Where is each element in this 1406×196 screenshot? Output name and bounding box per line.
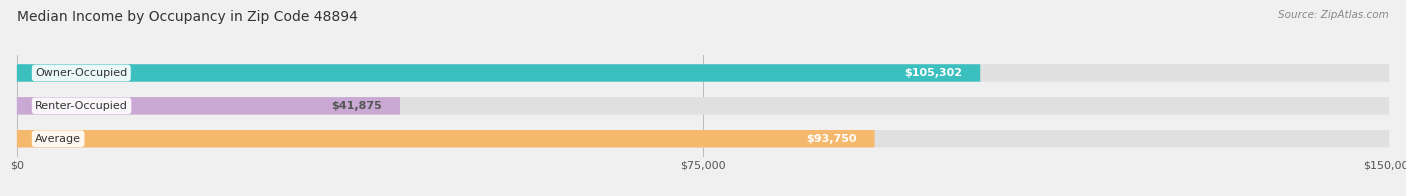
FancyBboxPatch shape xyxy=(17,130,875,147)
FancyBboxPatch shape xyxy=(17,130,1389,147)
Text: Average: Average xyxy=(35,134,82,144)
Text: Owner-Occupied: Owner-Occupied xyxy=(35,68,128,78)
FancyBboxPatch shape xyxy=(17,97,1389,114)
FancyBboxPatch shape xyxy=(17,97,399,114)
Text: Median Income by Occupancy in Zip Code 48894: Median Income by Occupancy in Zip Code 4… xyxy=(17,10,357,24)
Text: $41,875: $41,875 xyxy=(330,101,381,111)
Text: Renter-Occupied: Renter-Occupied xyxy=(35,101,128,111)
FancyBboxPatch shape xyxy=(17,64,980,82)
FancyBboxPatch shape xyxy=(17,64,1389,82)
Text: $105,302: $105,302 xyxy=(904,68,962,78)
Text: $93,750: $93,750 xyxy=(806,134,856,144)
Text: Source: ZipAtlas.com: Source: ZipAtlas.com xyxy=(1278,10,1389,20)
